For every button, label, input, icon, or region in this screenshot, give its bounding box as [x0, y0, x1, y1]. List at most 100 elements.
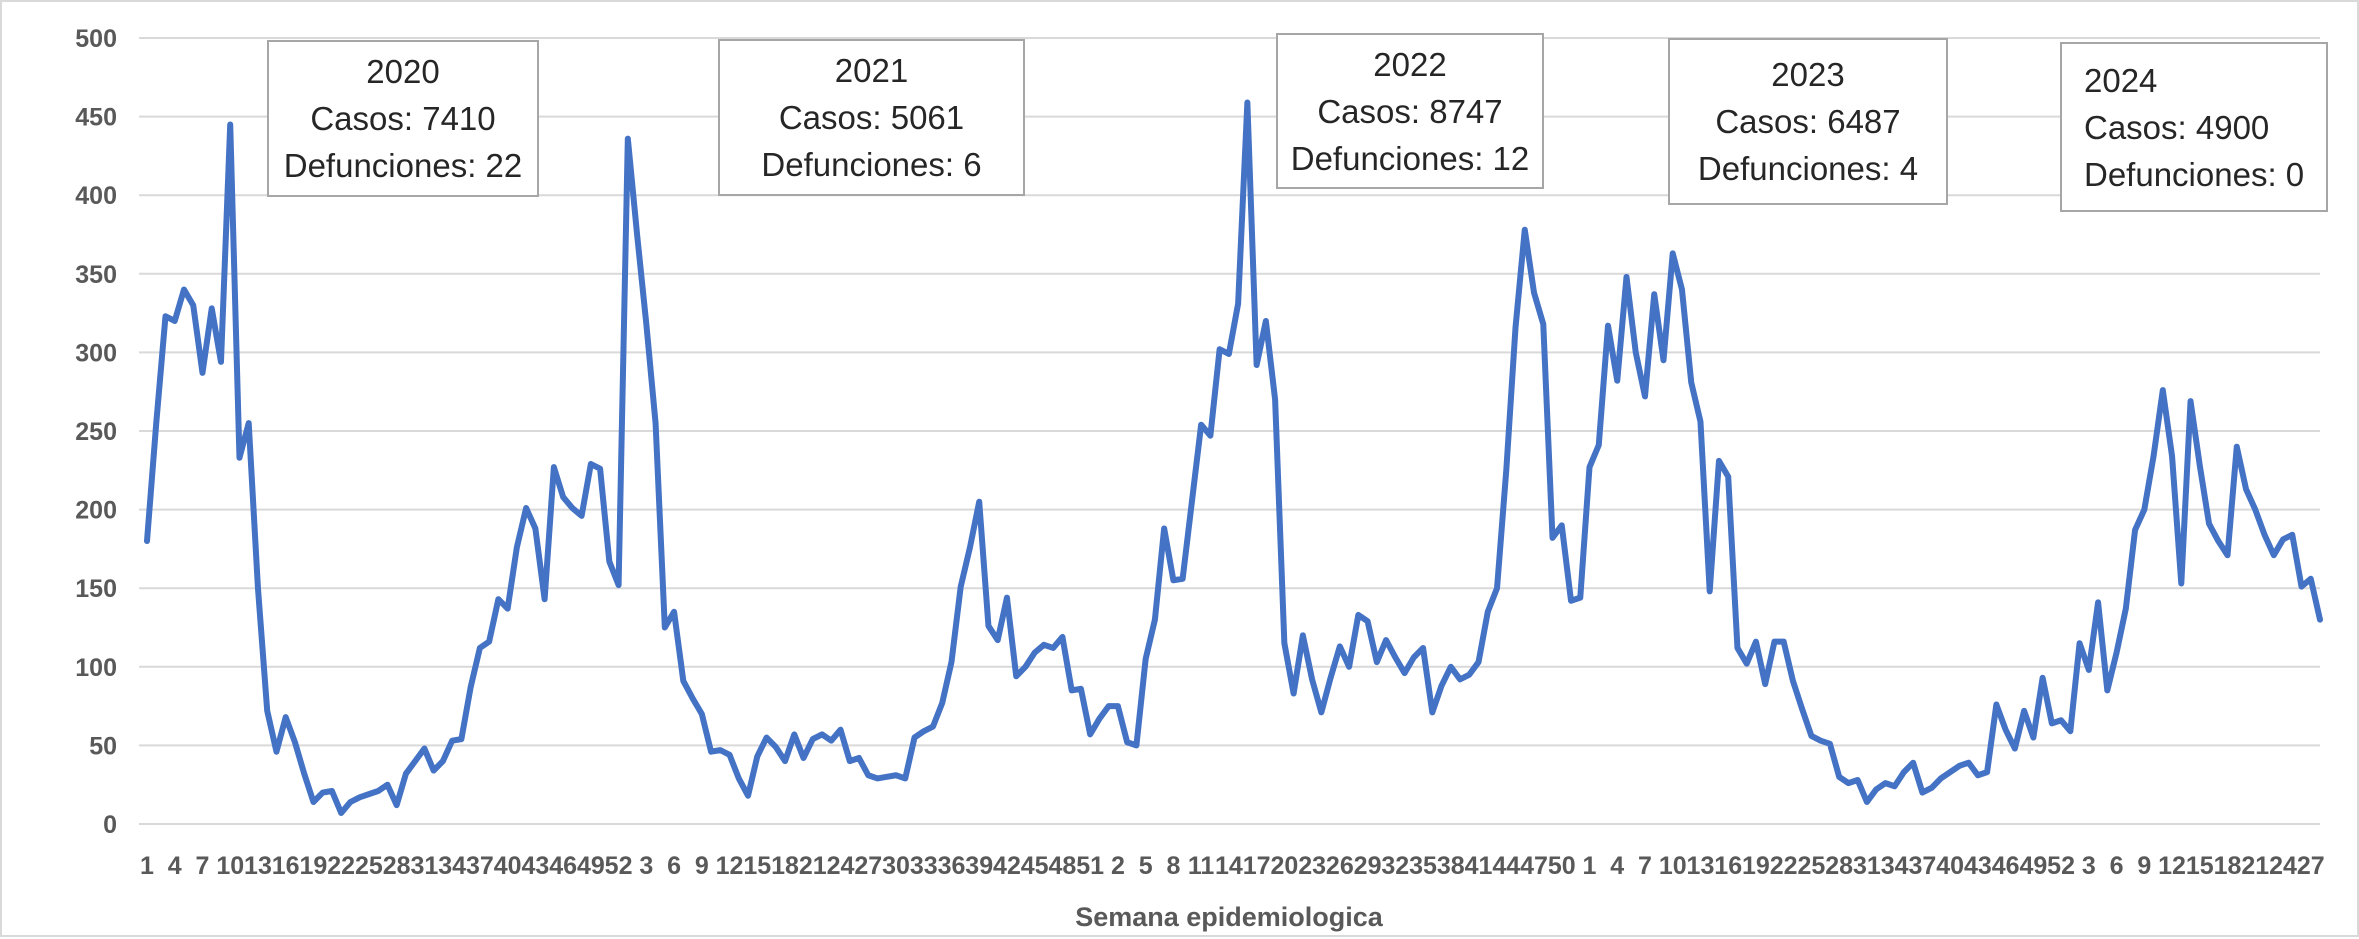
data-point: [2050, 721, 2054, 725]
data-point: [1060, 635, 1064, 639]
data-point: [543, 597, 547, 601]
data-point: [598, 467, 602, 471]
data-point: [663, 626, 667, 629]
data-point: [1671, 251, 1675, 255]
data-point: [1606, 324, 1610, 328]
data-point: [1948, 770, 1952, 774]
annotation-deaths: Defunciones: 0: [2084, 155, 2305, 193]
data-point: [496, 597, 500, 601]
data-point: [1957, 764, 1961, 768]
x-tick-label: 24: [2269, 852, 2297, 880]
data-point: [700, 712, 704, 716]
data-point: [154, 421, 158, 425]
x-tick-label: 1: [140, 852, 154, 880]
data-point: [681, 679, 685, 683]
data-point: [561, 495, 565, 499]
x-tick-label: 19: [1742, 852, 1770, 880]
data-point: [1264, 319, 1268, 323]
x-tick-label: 21: [2241, 852, 2269, 880]
data-point: [635, 233, 639, 236]
data-point: [1329, 676, 1333, 680]
data-point: [1551, 536, 1555, 540]
data-point: [783, 759, 787, 763]
data-point: [718, 748, 722, 752]
data-point: [1042, 643, 1046, 647]
data-point: [441, 759, 445, 763]
data-point: [1495, 586, 1499, 590]
data-point: [2096, 600, 2100, 604]
x-tick-label: 31: [410, 852, 438, 880]
data-point: [321, 791, 325, 795]
x-tick-label: 5: [1139, 852, 1153, 880]
data-point: [1615, 379, 1619, 383]
x-tick-label: 28: [1825, 852, 1853, 880]
x-tick-label: 10: [1659, 852, 1687, 880]
y-tick-label: 450: [75, 104, 117, 132]
data-point: [330, 789, 334, 793]
x-tick-label: 15: [743, 852, 771, 880]
x-tick-label: 2: [1111, 852, 1125, 880]
data-point: [996, 638, 1000, 642]
x-tick-label: 40: [494, 852, 522, 880]
data-point: [746, 794, 750, 798]
data-point: [1292, 692, 1296, 696]
data-point: [1319, 710, 1323, 714]
annotation-deaths: Defunciones: 6: [761, 146, 982, 183]
annotation-deaths: Defunciones: 22: [283, 147, 523, 184]
data-point: [1356, 613, 1360, 617]
x-tick-label: 3: [639, 852, 653, 880]
annotation-cases: Casos: 6487: [1715, 103, 1901, 140]
y-tick-label: 100: [75, 654, 117, 682]
data-point: [1218, 347, 1222, 351]
data-point: [626, 137, 630, 141]
data-point: [1624, 275, 1628, 279]
annotation-year: 2024: [2084, 61, 2158, 99]
y-tick-label: 50: [89, 732, 117, 760]
data-point: [2263, 533, 2267, 537]
data-point: [2124, 607, 2128, 611]
data-point: [1467, 673, 1471, 677]
data-point: [2318, 618, 2322, 622]
data-point: [1865, 800, 1869, 804]
y-tick-label: 350: [75, 261, 117, 289]
data-point: [145, 539, 149, 543]
data-point: [848, 759, 852, 763]
data-point: [1033, 651, 1037, 655]
data-point: [1255, 363, 1259, 367]
data-point: [1634, 350, 1638, 354]
annotation-2023: 2023 Casos: 6487 Defunciones: 4: [1668, 38, 1948, 205]
data-point: [1791, 679, 1795, 683]
data-point: [1477, 660, 1481, 664]
annotation-2024: 2024 Casos: 4900 Defunciones: 0: [2060, 42, 2328, 212]
data-point: [1782, 640, 1786, 644]
annotation-cases: Casos: 8747: [1317, 92, 1503, 130]
x-tick-label: 9: [2137, 852, 2151, 880]
data-point: [2031, 736, 2035, 740]
data-point: [765, 736, 769, 740]
data-point: [1772, 640, 1776, 644]
annotation-year: 2020: [366, 53, 440, 90]
x-tick-label: 45: [1021, 852, 1049, 880]
data-point: [219, 360, 223, 364]
x-tick-label: 14: [1215, 852, 1243, 880]
data-point: [1985, 770, 1989, 774]
data-point: [1726, 475, 1730, 479]
data-point: [1014, 674, 1018, 678]
x-tick-label: 39: [965, 852, 993, 880]
x-tick-label: 36: [938, 852, 966, 880]
x-tick-label: 25: [355, 852, 383, 880]
data-point: [284, 715, 288, 719]
data-point: [2207, 522, 2211, 526]
data-point: [247, 421, 251, 425]
annotation-deaths: Defunciones: 4: [1697, 150, 1919, 187]
data-point: [1070, 688, 1074, 692]
data-point: [173, 319, 177, 323]
data-point: [1745, 662, 1749, 666]
annotation-deaths: Defunciones: 12: [1290, 139, 1530, 177]
x-tick-label: 37: [466, 852, 494, 880]
data-point: [2142, 508, 2146, 512]
data-point: [302, 772, 306, 776]
data-point: [2068, 729, 2072, 733]
data-point: [1134, 743, 1138, 747]
data-point: [2216, 539, 2220, 543]
